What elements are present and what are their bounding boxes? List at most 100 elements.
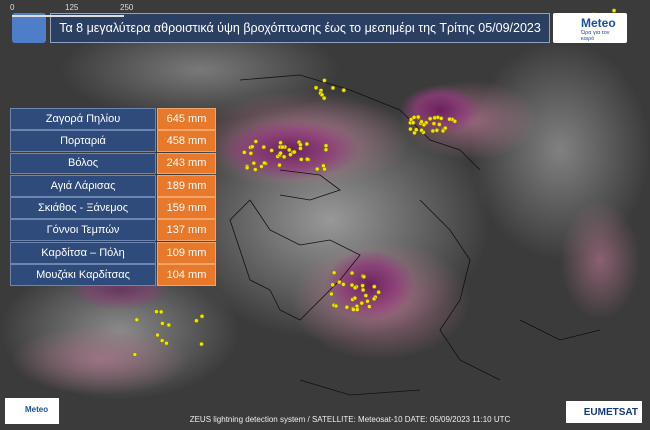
location: Γόννοι Τεμπών bbox=[10, 219, 156, 242]
lightning-dot bbox=[321, 95, 327, 101]
rainfall-amount: 645 mm bbox=[157, 108, 216, 130]
lightning-dot bbox=[408, 126, 413, 132]
lightning-dot bbox=[333, 303, 339, 309]
lightning-dot bbox=[341, 88, 347, 93]
lightning-dot bbox=[367, 304, 372, 309]
rainfall-amount: 104 mm bbox=[157, 264, 216, 286]
lightning-dot bbox=[440, 128, 446, 134]
scale-label: 0 bbox=[10, 3, 15, 12]
location: Ζαγορά Πηλίου bbox=[10, 108, 156, 130]
lightning-dot bbox=[305, 156, 310, 162]
lightning-dot bbox=[361, 274, 367, 279]
table-row: Καρδίτσα – Πόλη 109 mm bbox=[10, 241, 216, 264]
location: Αγιά Λάρισας bbox=[10, 174, 156, 197]
table-row: Βόλος 243 mm bbox=[10, 152, 216, 175]
lightning-dot bbox=[352, 295, 358, 301]
lightning-dot bbox=[323, 147, 329, 152]
title-bar: Τα 8 μεγαλύτερα αθροιστικά ύψη βροχόπτωσ… bbox=[50, 13, 550, 43]
lightning-dot bbox=[315, 166, 320, 172]
lightning-dot bbox=[154, 309, 159, 314]
lightning-dot bbox=[321, 163, 326, 169]
lightning-dot bbox=[244, 165, 250, 171]
location: Καρδίτσα – Πόλη bbox=[10, 241, 156, 264]
lightning-dot bbox=[132, 352, 138, 357]
lightning-dot bbox=[430, 128, 436, 134]
lightning-dot bbox=[298, 142, 303, 147]
lightning-dot bbox=[372, 284, 377, 289]
eumetsat-logo: EUMETSAT bbox=[566, 401, 642, 423]
lightning-dot bbox=[411, 115, 417, 120]
lightning-dot bbox=[341, 282, 346, 287]
scale-bar: 0 125 250 bbox=[10, 3, 140, 21]
lightning-dot bbox=[351, 307, 356, 312]
lightning-dot bbox=[278, 140, 283, 145]
meteo-logo: Meteo Ώρα για τον καιρό bbox=[553, 13, 627, 43]
rainfall-amount: 458 mm bbox=[157, 130, 216, 153]
lightning-dot bbox=[611, 8, 617, 13]
lightning-dot bbox=[415, 114, 421, 120]
lightning-dot bbox=[337, 279, 342, 285]
table-row: Πορταριά 458 mm bbox=[10, 130, 216, 153]
lightning-dot bbox=[288, 152, 293, 157]
lightning-dot bbox=[330, 282, 335, 288]
lightning-dot bbox=[199, 341, 204, 347]
table-row: Μουζάκι Καρδίτσας 104 mm bbox=[10, 264, 216, 286]
lightning-dot bbox=[431, 121, 437, 126]
rainfall-amount: 243 mm bbox=[157, 152, 216, 175]
location: Πορταριά bbox=[10, 130, 156, 153]
logo-name: Meteo bbox=[581, 16, 616, 30]
logo-tagline: Ώρα για τον καιρό bbox=[581, 30, 610, 42]
lightning-dot bbox=[349, 270, 355, 276]
weather-icon bbox=[12, 13, 46, 43]
lightning-dot bbox=[352, 285, 358, 291]
scale-label: 250 bbox=[120, 3, 134, 12]
scale-label: 125 bbox=[65, 3, 79, 12]
source-text: ZEUS lightning detection system / SATELL… bbox=[189, 415, 511, 424]
lightning-dot bbox=[249, 144, 255, 149]
location: Σκιάθος - Ξάνεμος bbox=[10, 197, 156, 219]
lightning-dot bbox=[437, 122, 442, 127]
lightning-dot bbox=[158, 309, 164, 315]
lightning-dot bbox=[319, 92, 325, 98]
lightning-dot bbox=[194, 318, 199, 323]
lightning-dot bbox=[286, 147, 292, 153]
lightning-dot bbox=[242, 150, 247, 155]
lightning-dot bbox=[371, 296, 377, 302]
lightning-strikes bbox=[132, 8, 617, 357]
location: Μουζάκι Καρδίτσας bbox=[10, 264, 156, 286]
lightning-dot bbox=[253, 167, 258, 172]
lightning-dot bbox=[438, 116, 444, 121]
location: Βόλος bbox=[10, 152, 156, 175]
lightning-dot bbox=[329, 291, 334, 297]
lightning-dot bbox=[359, 300, 365, 306]
lightning-dot bbox=[262, 160, 267, 166]
table-row: Αγιά Λάρισας 189 mm bbox=[10, 174, 216, 197]
lightning-dot bbox=[323, 143, 329, 148]
lightning-dot bbox=[134, 317, 140, 323]
lightning-dot bbox=[419, 119, 424, 124]
lightning-dot bbox=[419, 128, 424, 133]
lightning-dot bbox=[253, 139, 259, 144]
rainfall-amount: 137 mm bbox=[157, 219, 216, 242]
lightning-dot bbox=[251, 160, 257, 166]
lightning-dot bbox=[313, 85, 319, 91]
lightning-dot bbox=[199, 314, 205, 319]
lightning-dot bbox=[159, 338, 165, 343]
lightning-dot bbox=[410, 120, 416, 125]
lightning-dot bbox=[298, 146, 303, 151]
lightning-dot bbox=[304, 141, 310, 147]
lightning-dot bbox=[360, 287, 366, 293]
rainfall-table: Ζαγορά Πηλίου 645 mm Πορταριά 458 mm Βόλος 24… bbox=[10, 108, 216, 286]
lightning-dot bbox=[155, 332, 160, 338]
lightning-dot bbox=[376, 289, 381, 295]
scale-line bbox=[12, 15, 124, 17]
lightning-dot bbox=[269, 148, 274, 153]
lightning-dot bbox=[363, 293, 369, 298]
lightning-dot bbox=[322, 78, 327, 83]
lightning-dot bbox=[281, 154, 287, 160]
lightning-dot bbox=[421, 122, 427, 128]
rainfall-amount: 159 mm bbox=[157, 197, 216, 219]
lightning-dot bbox=[432, 115, 437, 121]
